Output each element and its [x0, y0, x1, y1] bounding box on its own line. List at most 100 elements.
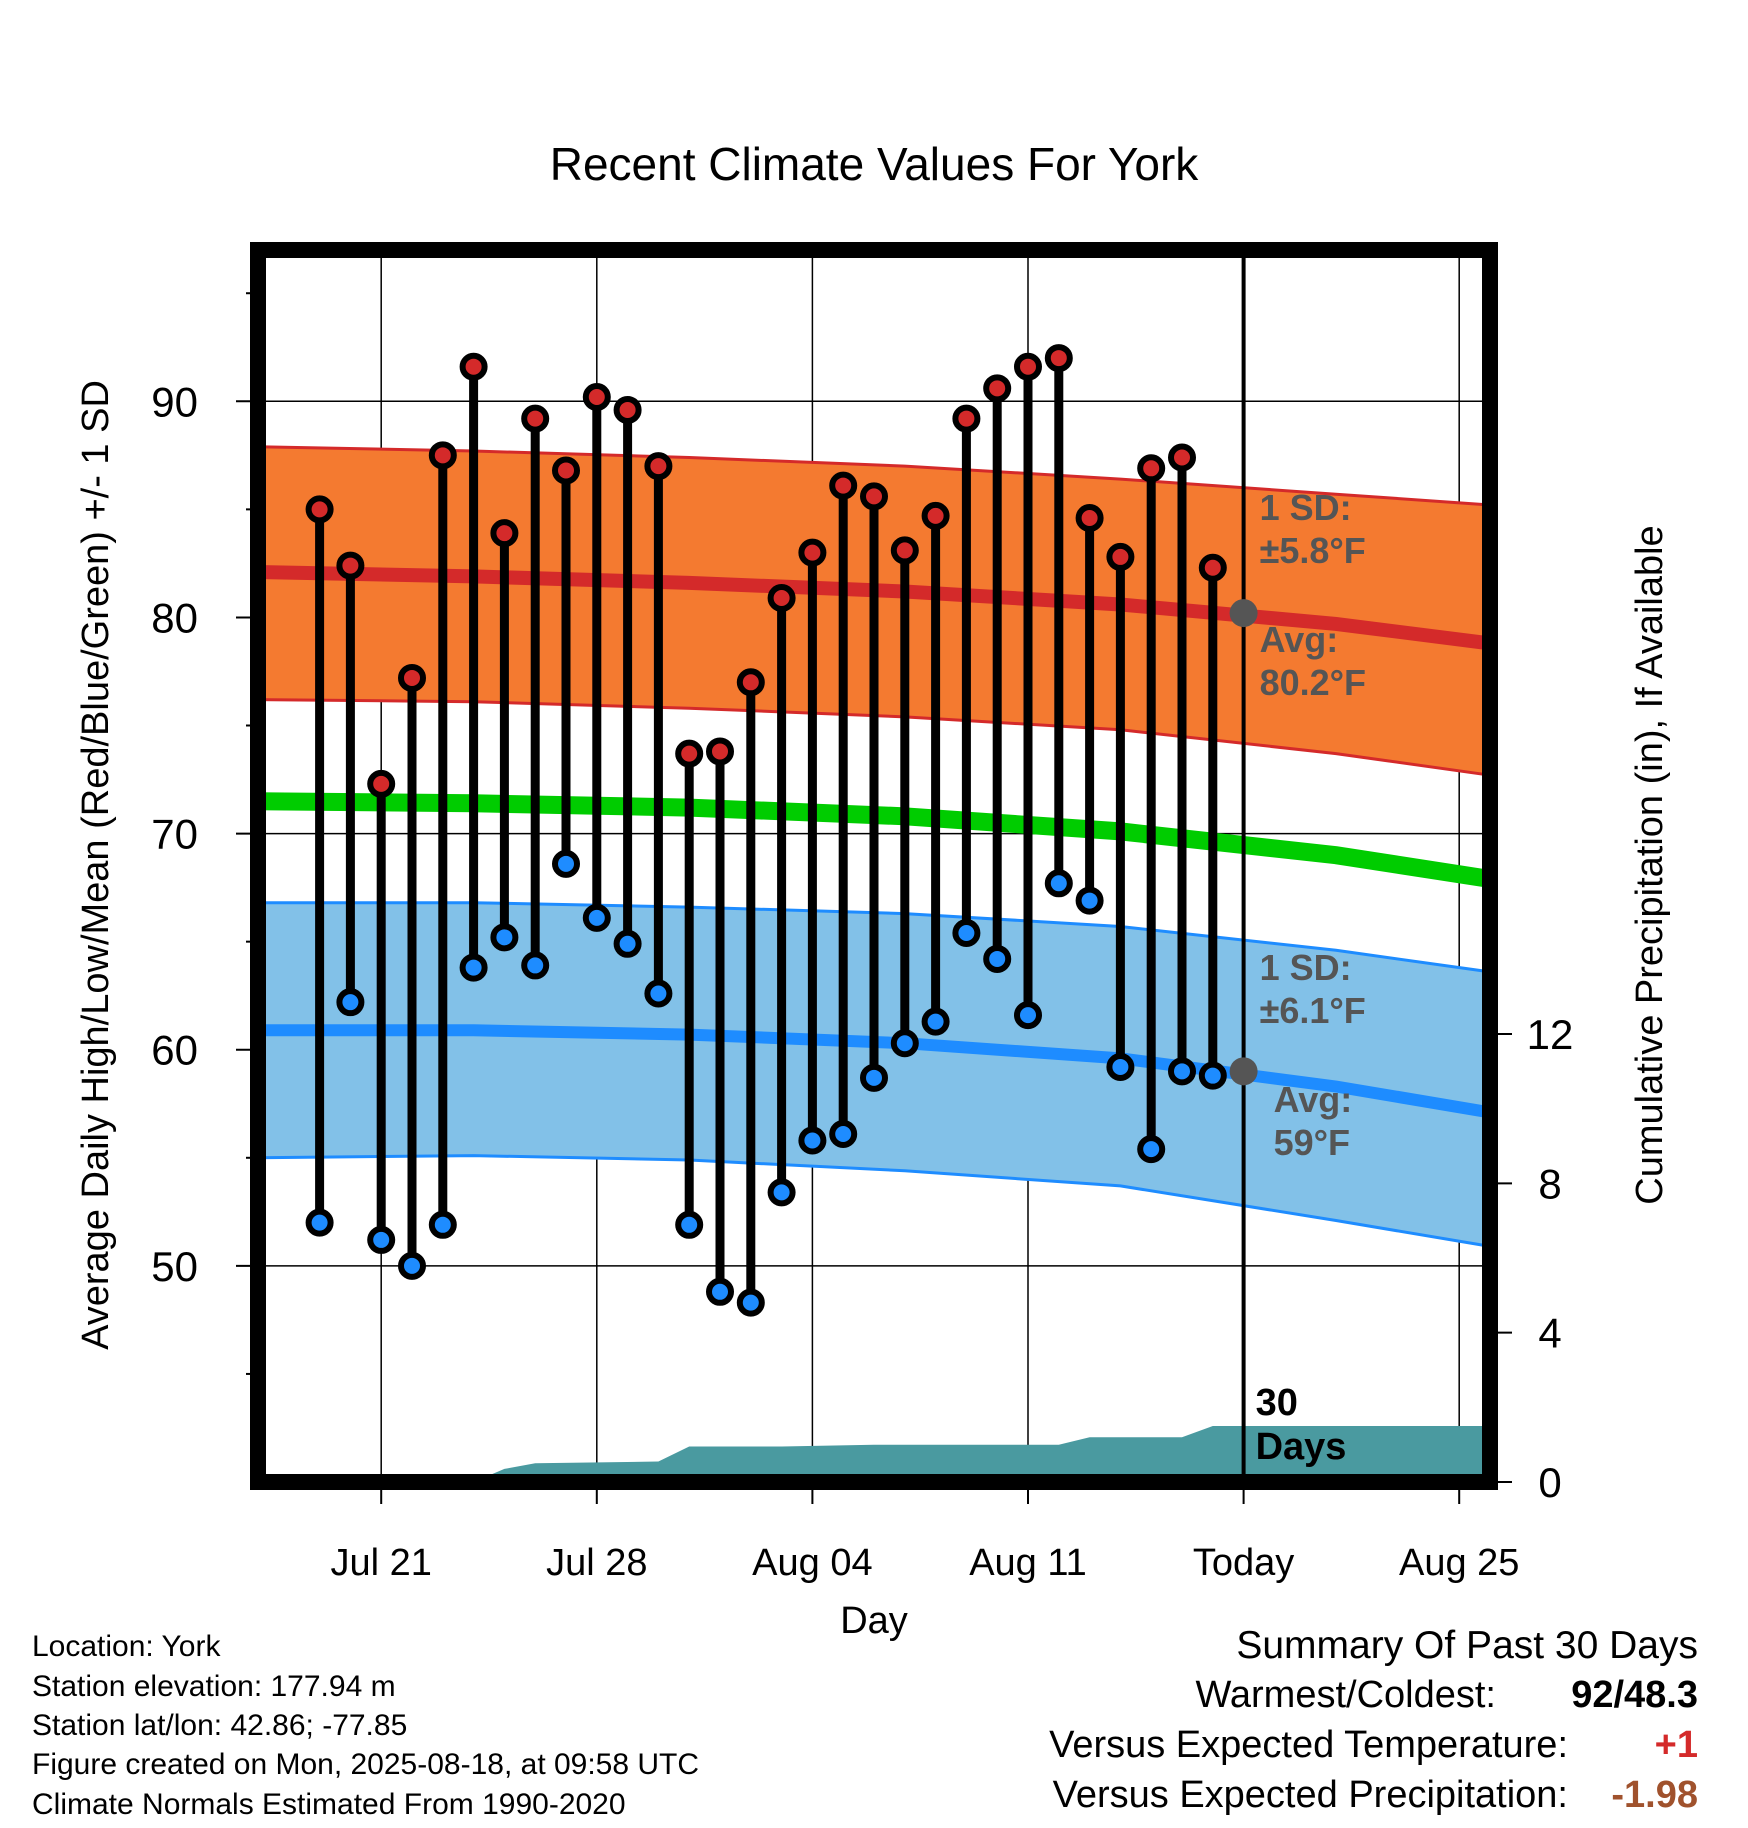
daily-low-point	[767, 1178, 796, 1207]
daily-high-point	[736, 668, 765, 697]
days-word: Days	[1256, 1426, 1347, 1468]
daily-high-point	[829, 471, 858, 500]
daily-high-point	[860, 482, 888, 511]
daily-high-point	[921, 501, 950, 530]
summary-temp-value: +1	[1654, 1724, 1698, 1766]
daily-low-point	[1137, 1135, 1166, 1164]
y-axis-label: Average Daily High/Low/Mean (Red/Blue/Gr…	[75, 380, 117, 1350]
daily-low-point	[860, 1063, 888, 1092]
daily-high-point	[305, 495, 334, 524]
daily-high-point	[428, 441, 457, 470]
daily-low-point	[582, 903, 611, 932]
daily-high-point	[521, 404, 550, 433]
daily-low-point	[829, 1120, 858, 1149]
y-tick-label: 70	[151, 811, 198, 858]
plot-border	[250, 242, 1498, 1490]
daily-low-point	[644, 979, 673, 1008]
daily-high-point	[1044, 344, 1073, 373]
summary-precip-value: -1.98	[1611, 1774, 1698, 1816]
chart-title: Recent Climate Values For York	[550, 138, 1200, 190]
y-tick-label: 60	[151, 1027, 198, 1074]
daily-low-point	[890, 1029, 919, 1058]
daily-low-point	[1106, 1053, 1135, 1082]
x-tick-label: Aug 11	[969, 1542, 1087, 1584]
axes: 50 60 70 80 90 0 4 8 12 Jul 21 Jul 28 Aug 04 Aug 11 T…	[151, 292, 1574, 1584]
plot-frame	[250, 242, 1498, 1490]
daily-high-point	[613, 395, 642, 424]
daily-low-point	[398, 1251, 426, 1280]
daily-high-point	[336, 551, 365, 580]
high-sd-label: 1 SD:	[1260, 487, 1352, 528]
y2-tick-label: 4	[1538, 1310, 1561, 1357]
low-avg-value: 59°F	[1274, 1122, 1350, 1163]
footer-location: Location: York	[32, 1630, 221, 1663]
y2-tick-label: 12	[1527, 1011, 1574, 1058]
footer-normals: Climate Normals Estimated From 1990-2020	[32, 1788, 626, 1821]
daily-high-point	[1014, 352, 1042, 381]
daily-low-point	[798, 1126, 827, 1155]
x-tick-label: Today	[1193, 1542, 1294, 1584]
y-tick-label: 80	[151, 594, 198, 641]
daily-low-point	[921, 1007, 950, 1036]
daily-low-point	[983, 944, 1012, 973]
daily-low-point	[367, 1225, 396, 1254]
daily-high-point	[675, 739, 704, 768]
y2-axis-label: Cumulative Precipitation (in), If Availa…	[1629, 525, 1671, 1204]
today-markers	[1229, 250, 1258, 1482]
days-number: 30	[1256, 1382, 1298, 1424]
daily-high-point	[952, 404, 981, 433]
low-avg-label: Avg:	[1274, 1079, 1353, 1120]
low-sd-label: 1 SD:	[1260, 947, 1352, 988]
daily-high-point	[459, 352, 488, 381]
summary-precip-label: Versus Expected Precipitation:	[1052, 1774, 1568, 1816]
daily-high-point	[767, 583, 796, 612]
daily-low-point	[1198, 1061, 1227, 1090]
y-tick-label: 90	[151, 378, 198, 425]
x-axis-label: Day	[840, 1600, 908, 1642]
x-tick-label: Aug 25	[1399, 1542, 1519, 1584]
footer-elevation: Station elevation: 177.94 m	[32, 1670, 396, 1703]
y-tick-label: 50	[151, 1243, 198, 1290]
daily-high-point	[490, 519, 519, 548]
daily-low-point	[1168, 1057, 1196, 1086]
daily-high-point	[1075, 504, 1104, 533]
daily-low-point	[305, 1208, 334, 1237]
daily-low-point	[736, 1288, 765, 1317]
daily-low-point	[1075, 886, 1104, 915]
daily-high-point	[706, 737, 734, 766]
daily-high-point	[367, 769, 396, 798]
daily-high-point	[552, 456, 580, 485]
daily-low-point	[428, 1210, 457, 1239]
daily-high-point	[1198, 553, 1227, 582]
daily-low-point	[952, 919, 981, 948]
precip-area	[258, 1426, 1490, 1482]
daily-low-point	[552, 849, 580, 878]
footer-created: Figure created on Mon, 2025-08-18, at 09…	[32, 1748, 700, 1781]
footer-latlon: Station lat/lon: 42.86; -77.85	[32, 1709, 408, 1742]
daily-high-point	[644, 452, 673, 481]
y2-tick-label: 8	[1538, 1160, 1561, 1207]
daily-low-point	[336, 988, 365, 1017]
high-avg-value: 80.2°F	[1260, 662, 1366, 703]
summary-warmest-coldest-value: 92/48.3	[1571, 1674, 1698, 1716]
daily-high-point	[1106, 542, 1135, 571]
low-sd-value: ±6.1°F	[1260, 990, 1366, 1031]
daily-high-point	[983, 374, 1012, 403]
summary-title: Summary Of Past 30 Days	[1236, 1624, 1698, 1667]
daily-stems	[315, 358, 1218, 1303]
daily-low-point	[675, 1210, 704, 1239]
low-lower-line	[257, 1154, 1491, 1248]
high-avg-label: Avg:	[1260, 619, 1339, 660]
precip-cumulative-area	[258, 1426, 1490, 1482]
summary-warmest-coldest-label: Warmest/Coldest:	[1195, 1674, 1496, 1716]
daily-high-point	[890, 536, 919, 565]
high-sd-value: ±5.8°F	[1260, 530, 1366, 571]
y2-tick-label: 0	[1538, 1459, 1561, 1506]
daily-points	[305, 344, 1227, 1317]
daily-low-point	[521, 951, 550, 980]
daily-high-point	[1137, 454, 1166, 483]
daily-low-point	[490, 923, 519, 952]
daily-low-point	[1044, 869, 1073, 898]
